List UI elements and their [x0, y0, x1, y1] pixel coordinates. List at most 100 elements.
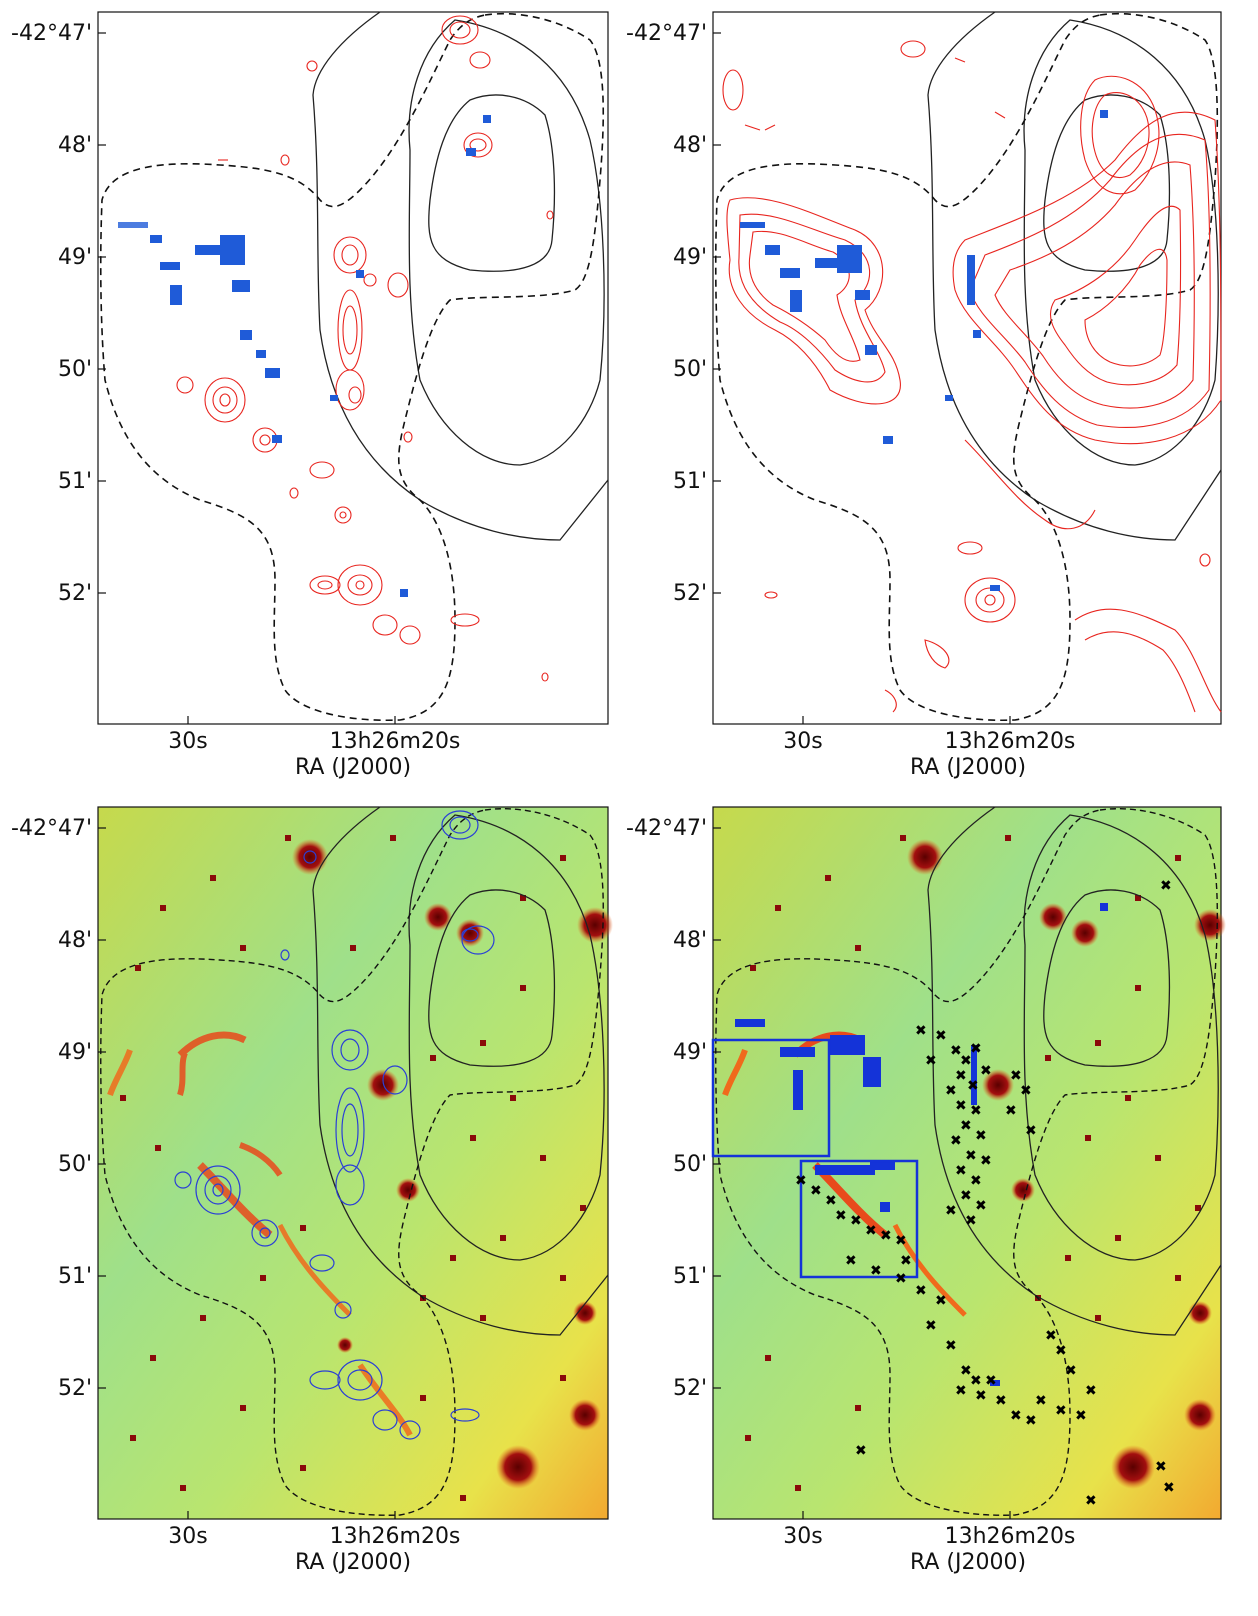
panel-top-left-svg: -42°47' 48' 49' 50' 51' 52' 30s 13h26m20… — [11, 11, 609, 780]
svg-text:✖: ✖ — [1010, 1408, 1022, 1424]
solid-contours — [312, 11, 609, 541]
x-tick-label: 13h26m20s — [330, 1524, 461, 1549]
y-tick-label: -42°47' — [11, 816, 92, 841]
x-tick-label: 30s — [783, 1524, 822, 1549]
x-tick-label: 13h26m20s — [330, 729, 461, 754]
plot-frame — [712, 11, 1222, 725]
svg-text:✖: ✖ — [935, 1028, 947, 1044]
cross-markers: ✖✖✖✖ ✖✖✖✖ ✖✖✖✖ ✖ ✖✖✖ ✖✖✖✖ ✖✖✖✖ ✖ ✖✖ ✖✖✖✖ ✖… — [795, 878, 1175, 1509]
svg-text:✖: ✖ — [965, 1148, 977, 1164]
panel-top-right-svg: -42°47' 48' 49' 50' 51' 52' 30s 13h26m20… — [626, 11, 1222, 780]
panel-bottom-left-svg: -42°47' 48' 49' 50' 51' 52' 30s 13h26m20… — [11, 806, 613, 1575]
svg-text:✖: ✖ — [900, 1253, 912, 1269]
axis-ticks — [713, 827, 1011, 1519]
plot-frame — [97, 11, 609, 725]
dashed-contours — [714, 12, 1219, 722]
svg-text:✖: ✖ — [945, 1338, 957, 1354]
svg-text:✖: ✖ — [967, 1078, 979, 1094]
y-tick-label: 52' — [58, 1376, 92, 1401]
svg-text:✖: ✖ — [810, 1183, 822, 1199]
axis-ticks — [98, 32, 396, 724]
svg-text:✖: ✖ — [895, 1271, 907, 1287]
svg-text:✖: ✖ — [825, 1193, 837, 1209]
svg-text:✖: ✖ — [970, 1173, 982, 1189]
x-tick-label: 13h26m20s — [945, 1524, 1076, 1549]
svg-text:✖: ✖ — [965, 1213, 977, 1229]
svg-text:✖: ✖ — [1025, 1123, 1037, 1139]
blue-contour-clumps — [174, 810, 495, 1440]
y-tick-label: 52' — [673, 1376, 707, 1401]
svg-text:✖: ✖ — [950, 1133, 962, 1149]
svg-text:✖: ✖ — [915, 1283, 927, 1299]
y-tick-label: 51' — [673, 469, 707, 494]
svg-text:✖: ✖ — [870, 1263, 882, 1279]
panel-bottom-right: ✖ ✖ ✖ ✖ ✖ ✖ ✖ ✖ ✖ ✖ ✖ ✖ ✖ ✖ ✖ ✖ ✖ ✖ ✖ ✖ ✖ ✖ ✖ ✖ ✖ ✖ ✖ ✖ ✖ ✖ ✖ ✖… — [615, 795, 1245, 1603]
plot-frame — [97, 806, 609, 1520]
svg-text:✖: ✖ — [970, 1103, 982, 1119]
svg-text:✖: ✖ — [925, 1318, 937, 1334]
svg-text:✖: ✖ — [1065, 1363, 1077, 1379]
y-tick-label: -42°47' — [11, 21, 92, 46]
svg-text:✖: ✖ — [1155, 1459, 1167, 1475]
svg-text:✖: ✖ — [960, 1363, 972, 1379]
x-axis-title: RA (J2000) — [295, 755, 411, 780]
x-axis-title: RA (J2000) — [910, 755, 1026, 780]
x-tick-label: 13h26m20s — [945, 729, 1076, 754]
svg-text:✖: ✖ — [960, 1053, 972, 1069]
y-tick-label: 48' — [58, 133, 92, 158]
svg-text:✖: ✖ — [925, 1053, 937, 1069]
svg-text:✖: ✖ — [975, 1388, 987, 1404]
svg-text:✖: ✖ — [895, 1233, 907, 1249]
svg-text:✖: ✖ — [1085, 1493, 1097, 1509]
svg-text:✖: ✖ — [1055, 1343, 1067, 1359]
axis-ticks — [713, 32, 1011, 724]
svg-text:✖: ✖ — [995, 1393, 1007, 1409]
svg-text:✖: ✖ — [980, 1153, 992, 1169]
svg-text:✖: ✖ — [980, 1063, 992, 1079]
y-tick-label: 51' — [58, 469, 92, 494]
x-tick-label: 30s — [168, 1524, 207, 1549]
svg-text:✖: ✖ — [955, 1383, 967, 1399]
dashed-contours — [99, 12, 605, 722]
svg-text:✖: ✖ — [1025, 1413, 1037, 1429]
svg-text:✖: ✖ — [955, 1098, 967, 1114]
star-field — [907, 839, 1226, 1489]
selection-box-1 — [711, 1038, 831, 1158]
solid-contours — [312, 806, 609, 1336]
svg-text:✖: ✖ — [795, 1173, 807, 1189]
svg-text:✖: ✖ — [1005, 1103, 1017, 1119]
svg-text:✖: ✖ — [960, 1118, 972, 1134]
svg-text:✖: ✖ — [945, 1203, 957, 1219]
svg-text:✖: ✖ — [1010, 1068, 1022, 1084]
y-tick-label: 51' — [58, 1264, 92, 1289]
solid-contours — [927, 806, 1222, 1336]
y-tick-label: 50' — [58, 1152, 92, 1177]
y-tick-label: 52' — [58, 581, 92, 606]
red-contour-clumps — [722, 40, 1222, 713]
svg-text:✖: ✖ — [950, 1043, 962, 1059]
panel-top-left: -42°47' 48' 49' 50' 51' 52' 30s 13h26m20… — [0, 0, 630, 808]
svg-text:✖: ✖ — [970, 1041, 982, 1057]
svg-text:✖: ✖ — [970, 1373, 982, 1389]
red-contour-clumps — [176, 15, 554, 682]
axis-ticks — [98, 827, 396, 1519]
panel-top-right: -42°47' 48' 49' 50' 51' 52' 30s 13h26m20… — [615, 0, 1245, 808]
plot-frame — [712, 806, 1222, 1520]
y-tick-label: 49' — [673, 1040, 707, 1065]
svg-text:✖: ✖ — [935, 1293, 947, 1309]
y-tick-label: 49' — [673, 245, 707, 270]
svg-text:✖: ✖ — [1035, 1393, 1047, 1409]
y-tick-label: 52' — [673, 581, 707, 606]
y-tick-label: -42°47' — [626, 21, 707, 46]
svg-text:✖: ✖ — [945, 1083, 957, 1099]
y-tick-label: 51' — [673, 1264, 707, 1289]
svg-text:✖: ✖ — [975, 1198, 987, 1214]
panel-bottom-right-svg: ✖✖✖✖ ✖✖✖✖ ✖✖✖✖ ✖ ✖✖✖ ✖✖✖✖ ✖✖✖✖ ✖ ✖✖ ✖✖✖✖ ✖… — [626, 806, 1226, 1575]
panel-bottom-left: -42°47' 48' 49' 50' 51' 52' 30s 13h26m20… — [0, 795, 630, 1603]
point-sources — [745, 835, 1201, 1491]
svg-text:✖: ✖ — [835, 1208, 847, 1224]
svg-text:✖: ✖ — [880, 1228, 892, 1244]
selection-box-2 — [799, 1159, 919, 1279]
point-sources — [120, 835, 586, 1501]
svg-text:✖: ✖ — [1045, 1328, 1057, 1344]
